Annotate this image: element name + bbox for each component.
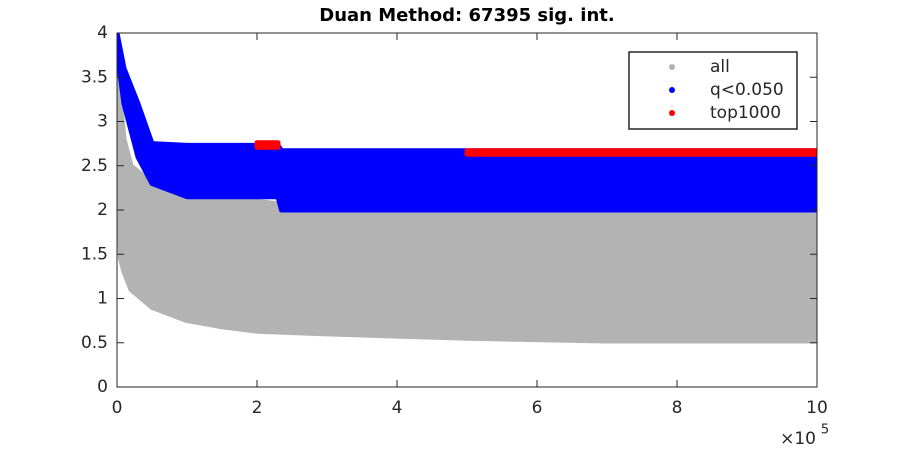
x-multiplier: ×10 xyxy=(780,429,816,449)
legend-box xyxy=(628,51,798,130)
y-tick-label: 2.5 xyxy=(81,156,108,176)
x-tick-label: 4 xyxy=(392,398,403,418)
x-tick-label: 0 xyxy=(112,398,123,418)
legend-marker xyxy=(669,110,675,116)
y-tick-label: 0.5 xyxy=(81,333,108,353)
legend-label: top1000 xyxy=(710,103,781,123)
legend-label: q<0.050 xyxy=(710,80,784,100)
legend-marker xyxy=(669,64,675,70)
chart-title: Duan Method: 67395 sig. int. xyxy=(319,5,614,26)
x-tick-label: 6 xyxy=(532,398,543,418)
x-tick-label: 2 xyxy=(252,398,263,418)
legend-label: all xyxy=(710,57,730,77)
y-tick-label: 3.5 xyxy=(81,67,108,87)
point-cloud xyxy=(117,33,817,213)
x-tick-label: 10 xyxy=(806,398,828,418)
x-tick-label: 8 xyxy=(672,398,683,418)
y-tick-label: 1 xyxy=(97,289,108,309)
y-tick-label: 0 xyxy=(97,377,108,397)
y-tick-label: 3 xyxy=(97,112,108,132)
plot-area xyxy=(117,33,817,344)
y-tick-label: 2 xyxy=(97,200,108,220)
point-cloud xyxy=(254,140,281,150)
x-multiplier-exponent: 5 xyxy=(821,423,829,438)
legend-marker xyxy=(669,87,675,93)
y-tick-label: 4 xyxy=(97,23,108,43)
y-tick-label: 1.5 xyxy=(81,244,108,264)
point-cloud xyxy=(464,148,817,157)
